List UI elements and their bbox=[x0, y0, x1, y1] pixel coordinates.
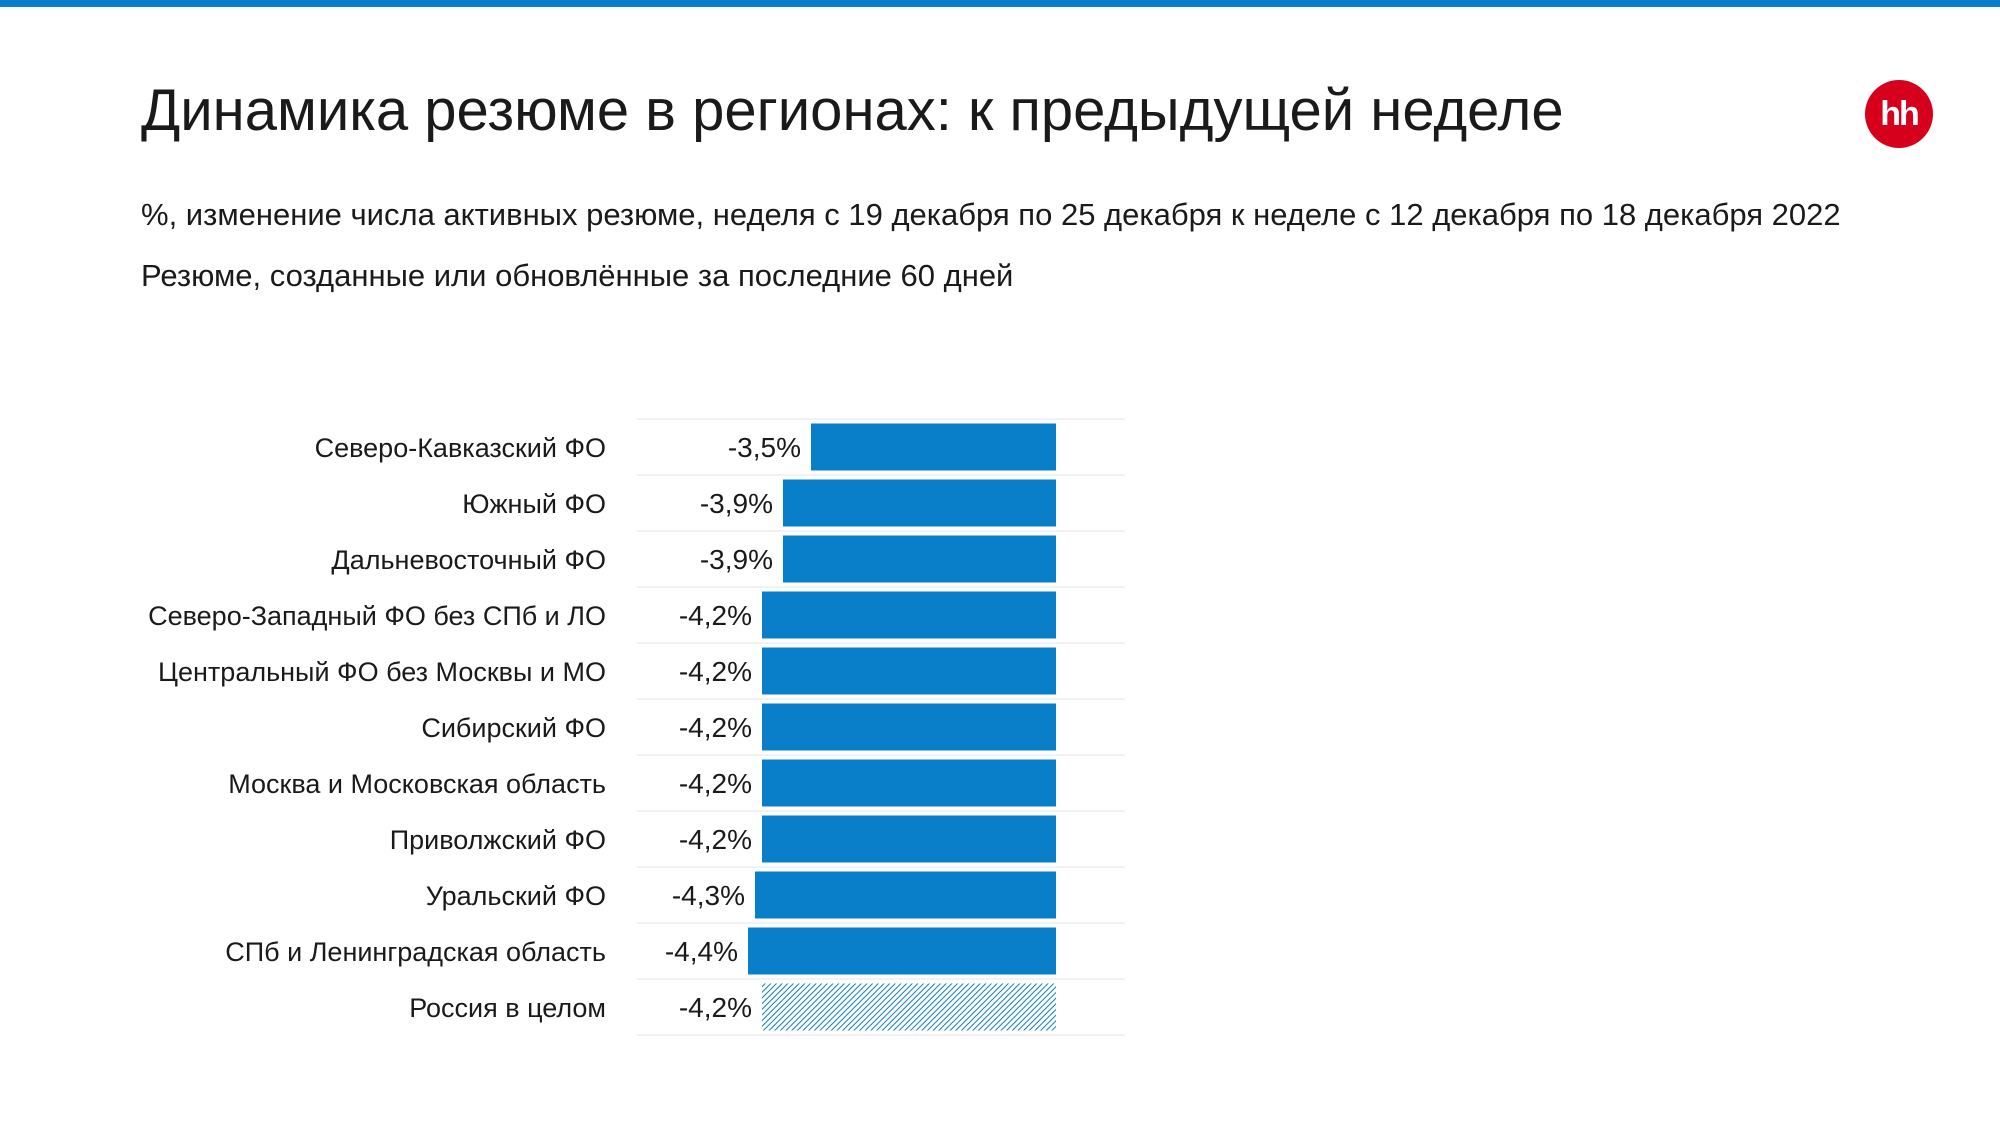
category-label: Южный ФО bbox=[462, 489, 606, 519]
category-label: Северо-Западный ФО без СПб и ЛО bbox=[148, 601, 606, 631]
category-label: Центральный ФО без Москвы и МО bbox=[158, 657, 606, 687]
value-label: -4,2% bbox=[679, 768, 752, 799]
category-label: Приволжский ФО bbox=[390, 825, 606, 855]
bar bbox=[762, 759, 1056, 807]
bar bbox=[755, 871, 1056, 919]
value-label: -4,4% bbox=[665, 936, 738, 967]
category-label: Северо-Кавказский ФО bbox=[315, 433, 606, 463]
bar bbox=[762, 647, 1056, 695]
category-label: Россия в целом bbox=[409, 993, 606, 1023]
category-label: Москва и Московская область bbox=[228, 769, 606, 799]
category-label: СПб и Ленинградская область bbox=[225, 937, 606, 967]
bar bbox=[783, 535, 1056, 583]
bar bbox=[762, 703, 1056, 751]
hh-logo-text: hh bbox=[1880, 94, 1920, 133]
value-label: -4,2% bbox=[679, 656, 752, 687]
category-label: Уральский ФО bbox=[426, 881, 606, 911]
chart-subtitle: %, изменение числа активных резюме, неде… bbox=[141, 197, 1841, 232]
value-label: -3,5% bbox=[728, 432, 801, 463]
value-label: -4,2% bbox=[679, 712, 752, 743]
value-label: -3,9% bbox=[700, 544, 773, 575]
bar bbox=[811, 423, 1056, 471]
category-label: Сибирский ФО bbox=[421, 713, 606, 743]
value-label: -4,2% bbox=[679, 600, 752, 631]
bar bbox=[748, 927, 1056, 975]
value-label: -3,9% bbox=[700, 488, 773, 519]
top-accent-rule bbox=[0, 0, 2000, 7]
value-label: -4,3% bbox=[672, 880, 745, 911]
bar bbox=[762, 815, 1056, 863]
bar bbox=[783, 479, 1056, 527]
bar-total bbox=[762, 983, 1056, 1031]
page-title: Динамика резюме в регионах: к предыдущей… bbox=[141, 78, 1564, 143]
value-label: -4,2% bbox=[679, 824, 752, 855]
bar bbox=[762, 591, 1056, 639]
hh-logo: hh bbox=[1865, 80, 1933, 148]
chart-note: Резюме, созданные или обновлённые за пос… bbox=[141, 258, 1014, 293]
category-label: Дальневосточный ФО bbox=[331, 545, 606, 575]
value-label: -4,2% bbox=[679, 992, 752, 1023]
